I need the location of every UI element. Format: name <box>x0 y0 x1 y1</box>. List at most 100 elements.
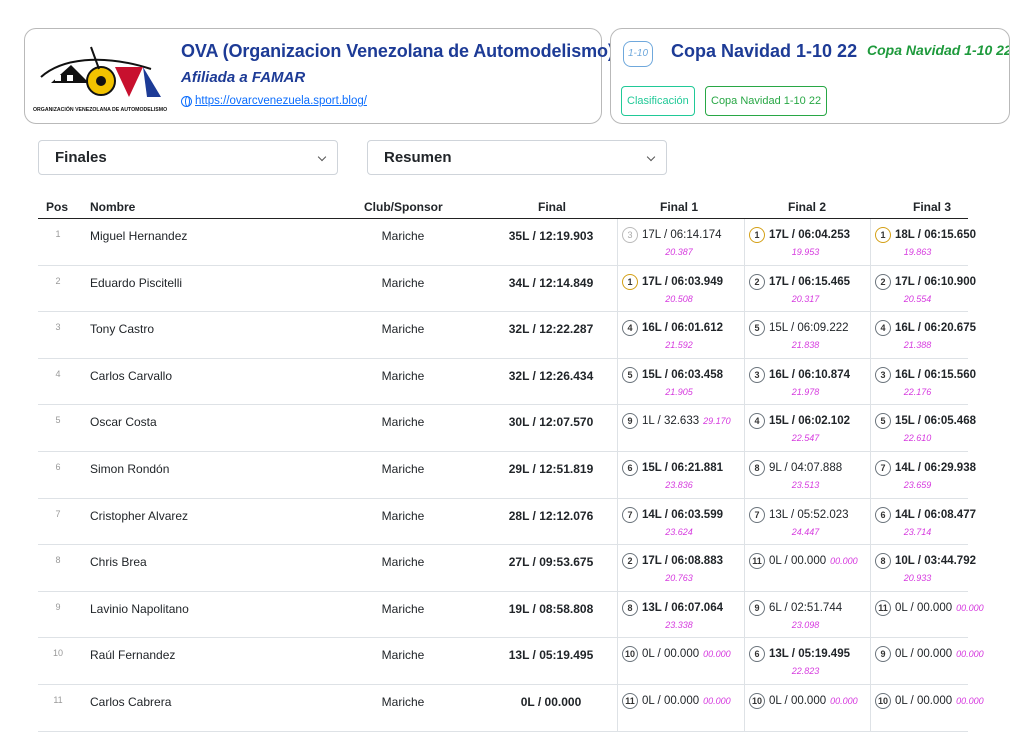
heat-result: 11 0L / 00.000 00.000 <box>622 692 744 709</box>
heat-result: 4 16L / 06:20.675 <box>875 320 976 337</box>
best-lap: 22.176 <box>903 386 932 397</box>
rank-badge: 3 <box>749 366 765 383</box>
laps-time: 0L / 00.000 <box>895 601 953 614</box>
laps-time: 0L / 00.000 <box>895 648 953 661</box>
rank-badge: 10 <box>749 692 765 709</box>
best-lap: 19.863 <box>903 247 932 257</box>
cell-club: Mariche <box>381 368 425 383</box>
laps-time: 13L / 05:52.023 <box>769 508 849 521</box>
rank-badge: 1 <box>749 227 765 243</box>
cell-final-2: 10 0L / 00.000 00.000 <box>744 684 870 731</box>
cell-final: 13L / 05:19.495 <box>508 648 594 663</box>
rank-badge: 6 <box>622 459 638 476</box>
heat-result: 7 14L / 06:29.938 <box>875 459 976 476</box>
clasificacion-button[interactable]: Clasificación <box>621 86 695 116</box>
rank-badge: 9 <box>875 646 891 663</box>
cell-final-1: 6 15L / 06:21.881 23.836 <box>617 451 744 498</box>
rank-badge: 8 <box>622 599 638 616</box>
table-row: 3 Tony Castro Mariche 32L / 12:22.287 4 16L /… <box>38 312 976 359</box>
rank-badge: 9 <box>749 599 765 616</box>
rank-badge: 4 <box>875 320 891 337</box>
heat-result: 4 16L / 06:01.612 <box>622 320 744 337</box>
heat-result: 9 1L / 32.633 29.170 <box>622 413 744 430</box>
laps-time: 16L / 06:15.560 <box>895 368 976 381</box>
finales-select-value: Finales <box>55 149 107 166</box>
rank-badge: 10 <box>622 646 638 663</box>
cell-final: 34L / 12:14.849 <box>508 275 594 290</box>
header-pos: Pos <box>46 200 69 214</box>
laps-time: 16L / 06:01.612 <box>642 322 723 335</box>
cell-club: Mariche <box>381 415 425 430</box>
best-lap: 00.000 <box>703 649 731 660</box>
table-row: 8 Chris Brea Mariche 27L / 09:53.675 2 17L / … <box>38 545 976 592</box>
cell-name: Eduardo Piscitelli <box>90 275 183 290</box>
best-lap: 00.000 <box>830 695 858 706</box>
laps-time: 0L / 00.000 <box>895 694 953 707</box>
cell-pos: 2 <box>55 275 61 286</box>
rank-badge: 5 <box>749 320 765 337</box>
cell-final-1: 9 1L / 32.633 29.170 <box>617 405 744 451</box>
cell-club: Mariche <box>381 694 425 709</box>
cell-final: 35L / 12:19.903 <box>508 229 594 243</box>
cell-final-3: 10 0L / 00.000 00.000 <box>870 684 984 731</box>
best-lap: 23.338 <box>665 619 693 630</box>
best-lap: 22.610 <box>903 433 932 444</box>
table-row: 1 Miguel Hernandez Mariche 35L / 12:19.903 3… <box>38 219 976 266</box>
rank-badge: 5 <box>875 413 891 430</box>
cell-name: Oscar Costa <box>90 415 157 430</box>
cell-final: 30L / 12:07.570 <box>508 415 594 430</box>
laps-time: 0L / 00.000 <box>769 555 827 568</box>
best-lap: 23.836 <box>665 479 693 490</box>
laps-time: 0L / 00.000 <box>642 648 700 661</box>
rank-badge: 11 <box>622 692 638 709</box>
best-lap: 20.317 <box>791 293 820 304</box>
resumen-select-value: Resumen <box>384 149 452 166</box>
cell-pos: 3 <box>55 322 61 333</box>
finales-select[interactable]: Finales <box>38 140 338 175</box>
org-website-link[interactable]: https://ovarcvenezuela.sport.blog/ <box>181 95 367 107</box>
table-body: 1 Miguel Hernandez Mariche 35L / 12:19.903 3… <box>38 219 984 732</box>
table-row: 11 Carlos Cabrera Mariche 0L / 00.000 11 0L /… <box>38 684 984 732</box>
cell-name: Tony Castro <box>90 322 155 337</box>
rank-badge: 7 <box>622 506 638 523</box>
org-website-link-text[interactable]: https://ovarcvenezuela.sport.blog/ <box>195 95 367 107</box>
cell-club: Mariche <box>381 229 425 243</box>
cup-title-alt: Copa Navidad 1-10 22 <box>867 42 1010 58</box>
laps-time: 17L / 06:15.465 <box>769 275 850 288</box>
rank-badge: 5 <box>622 366 638 383</box>
rank-badge: 4 <box>622 320 638 337</box>
cell-name: Simon Rondón <box>90 461 170 476</box>
cell-final: 29L / 12:51.819 <box>508 461 594 476</box>
best-lap: 20.763 <box>665 573 693 584</box>
laps-time: 15L / 06:09.222 <box>769 322 849 335</box>
heat-result: 3 17L / 06:14.174 <box>622 227 744 243</box>
heat-result: 3 16L / 06:15.560 <box>875 366 976 383</box>
rank-badge: 2 <box>875 273 891 290</box>
cell-final-2: 2 17L / 06:15.465 20.317 <box>744 265 870 312</box>
cell-final-3: 6 14L / 06:08.477 23.714 <box>870 498 976 545</box>
resumen-select[interactable]: Resumen <box>367 140 667 175</box>
rank-badge: 9 <box>622 413 638 430</box>
cup-title: Copa Navidad 1-10 22 <box>671 41 858 61</box>
best-lap: 21.978 <box>791 386 820 397</box>
cell-final-1: 4 16L / 06:01.612 21.592 <box>617 312 744 358</box>
laps-time: 14L / 06:08.477 <box>895 508 976 521</box>
best-lap: 23.098 <box>791 619 820 630</box>
best-lap: 22.547 <box>791 433 820 444</box>
heat-result: 1 17L / 06:03.949 <box>622 273 744 290</box>
laps-time: 18L / 06:15.650 <box>895 229 976 241</box>
heat-result: 11 0L / 00.000 00.000 <box>749 553 870 570</box>
table-row: 10 Raúl Fernandez Mariche 13L / 05:19.495 10… <box>38 638 984 685</box>
table-row: 4 Carlos Carvallo Mariche 32L / 12:26.434 5 1… <box>38 358 976 406</box>
ova-logo: ORGANIZACIÓN VENEZOLANA DE AUTOMODELISMO <box>33 46 167 113</box>
cell-club: Mariche <box>381 275 425 290</box>
copa-button[interactable]: Copa Navidad 1-10 22 <box>705 86 828 116</box>
rank-badge: 6 <box>749 646 765 663</box>
cell-final-1: 3 17L / 06:14.174 20.387 <box>617 219 744 265</box>
rank-badge: 11 <box>749 553 765 570</box>
cell-final-2: 1 17L / 06:04.253 19.953 <box>744 219 870 265</box>
cell-final-1: 1 17L / 06:03.949 20.508 <box>617 265 744 312</box>
cell-final-3: 9 0L / 00.000 00.000 <box>870 638 984 684</box>
laps-time: 14L / 06:29.938 <box>895 461 976 474</box>
best-lap: 23.624 <box>665 526 693 537</box>
